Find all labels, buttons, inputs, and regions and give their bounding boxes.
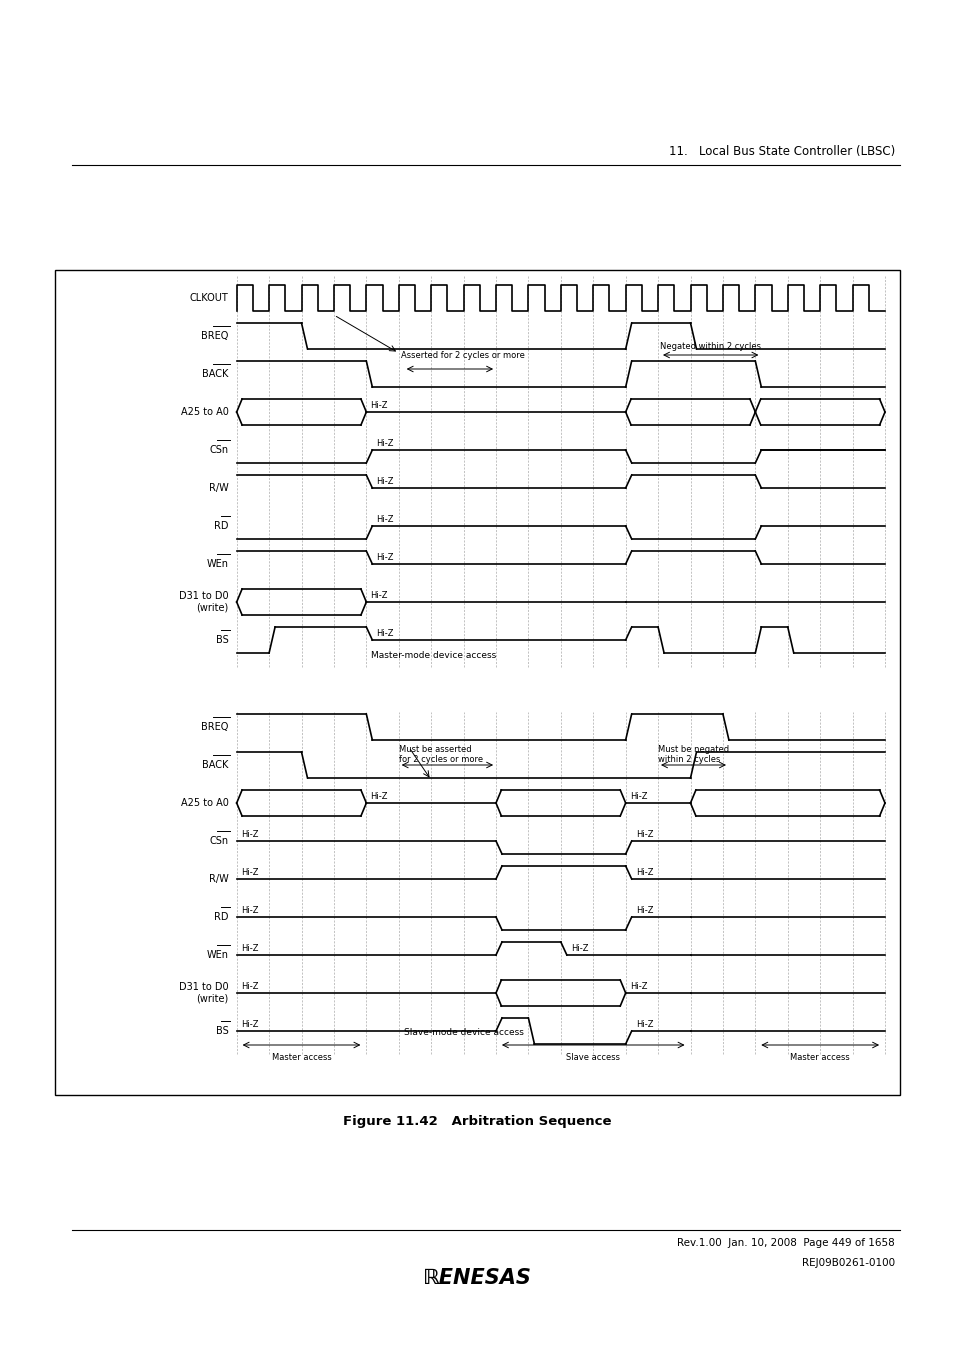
Text: Negated within 2 cycles: Negated within 2 cycles	[659, 342, 760, 351]
Text: Hi-Z: Hi-Z	[375, 552, 394, 562]
Text: Hi-Z: Hi-Z	[375, 477, 394, 486]
Text: Must be asserted
for 2 cycles or more: Must be asserted for 2 cycles or more	[398, 745, 482, 764]
Text: ℝENESAS: ℝENESAS	[422, 1268, 531, 1288]
Text: BACK: BACK	[202, 369, 229, 379]
Text: D31 to D0
(write): D31 to D0 (write)	[179, 591, 229, 613]
Text: Hi-Z: Hi-Z	[240, 981, 258, 991]
Text: R/W: R/W	[209, 483, 229, 493]
Text: Hi-Z: Hi-Z	[635, 868, 653, 876]
Text: WEn: WEn	[207, 559, 229, 568]
Text: Hi-Z: Hi-Z	[370, 401, 388, 409]
Text: BS: BS	[215, 1026, 229, 1035]
Text: CLKOUT: CLKOUT	[190, 293, 229, 302]
Text: A25 to A0: A25 to A0	[181, 406, 229, 417]
Text: Master access: Master access	[272, 1053, 331, 1062]
Text: RD: RD	[214, 913, 229, 922]
Text: Hi-Z: Hi-Z	[370, 590, 388, 599]
Text: BREQ: BREQ	[201, 722, 229, 732]
Text: Rev.1.00  Jan. 10, 2008  Page 449 of 1658: Rev.1.00 Jan. 10, 2008 Page 449 of 1658	[677, 1238, 894, 1247]
Text: BS: BS	[215, 634, 229, 645]
Text: Hi-Z: Hi-Z	[240, 906, 258, 914]
Text: REJ09B0261-0100: REJ09B0261-0100	[801, 1258, 894, 1268]
Text: Hi-Z: Hi-Z	[375, 439, 394, 447]
Text: Hi-Z: Hi-Z	[240, 868, 258, 876]
Text: Hi-Z: Hi-Z	[635, 906, 653, 914]
Text: D31 to D0
(write): D31 to D0 (write)	[179, 983, 229, 1004]
Text: Figure 11.42   Arbitration Sequence: Figure 11.42 Arbitration Sequence	[342, 1115, 611, 1129]
Text: 11.   Local Bus State Controller (LBSC): 11. Local Bus State Controller (LBSC)	[668, 144, 894, 158]
Text: CSn: CSn	[210, 836, 229, 846]
Text: Master-mode device access: Master-mode device access	[371, 651, 497, 660]
Text: Hi-Z: Hi-Z	[375, 629, 394, 637]
Text: CSn: CSn	[210, 446, 229, 455]
Text: Slave-mode device access: Slave-mode device access	[403, 1027, 523, 1037]
Text: Hi-Z: Hi-Z	[370, 791, 388, 801]
Text: Must be negated
within 2 cycles: Must be negated within 2 cycles	[658, 745, 728, 764]
Text: Hi-Z: Hi-Z	[375, 514, 394, 524]
Text: Hi-Z: Hi-Z	[635, 829, 653, 838]
Bar	[55, 270, 899, 1095]
Text: A25 to A0: A25 to A0	[181, 798, 229, 809]
Text: Hi-Z: Hi-Z	[629, 791, 646, 801]
Text: BREQ: BREQ	[201, 331, 229, 342]
Text: Hi-Z: Hi-Z	[570, 944, 588, 953]
Text: WEn: WEn	[207, 950, 229, 960]
Text: Hi-Z: Hi-Z	[635, 1019, 653, 1029]
Text: Hi-Z: Hi-Z	[240, 1019, 258, 1029]
Text: BACK: BACK	[202, 760, 229, 770]
Text: Hi-Z: Hi-Z	[240, 944, 258, 953]
Text: Hi-Z: Hi-Z	[629, 981, 646, 991]
Text: R/W: R/W	[209, 873, 229, 884]
Text: Slave access: Slave access	[566, 1053, 619, 1062]
Text: RD: RD	[214, 521, 229, 531]
Text: Master access: Master access	[789, 1053, 849, 1062]
Text: Asserted for 2 cycles or more: Asserted for 2 cycles or more	[400, 351, 524, 360]
Text: Hi-Z: Hi-Z	[240, 829, 258, 838]
